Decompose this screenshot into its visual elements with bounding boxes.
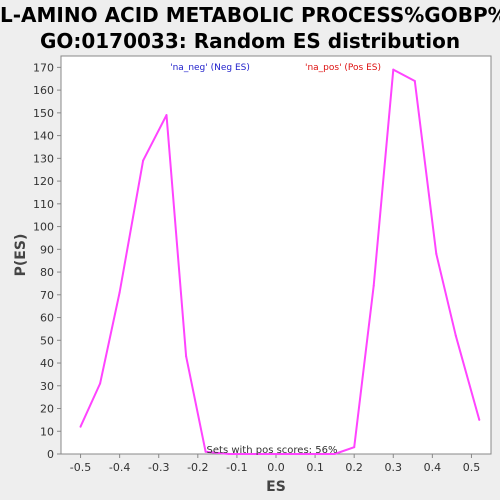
y-tick-label: 0 [47, 448, 54, 461]
series-point [142, 159, 145, 162]
y-tick-label: 20 [40, 403, 54, 416]
chart-title-line-1: L-AMINO ACID METABOLIC PROCESS%GOBP% [0, 3, 500, 27]
series-layer [79, 68, 481, 455]
series-point [333, 453, 336, 455]
y-tick-label: 110 [33, 198, 54, 211]
series-point [353, 446, 356, 449]
y-axis: 0 10 20 30 40 50 60 70 80 90 100 110 120 130 140 150 160… [33, 61, 61, 461]
chart-title: L-AMINO ACID METABOLIC PROCESS%GOBP% GO:… [0, 2, 500, 54]
x-tick-label: 0.2 [345, 461, 363, 474]
series-point [185, 355, 188, 358]
y-tick-label: 170 [33, 61, 54, 74]
y-tick-label: 70 [40, 289, 54, 302]
series-point [478, 418, 481, 421]
series-line [79, 68, 481, 455]
x-tick-label: 0.5 [463, 461, 481, 474]
legend-neg-label: 'na_neg' (Neg ES) [170, 63, 250, 73]
x-tick-label: 0.3 [385, 461, 403, 474]
series-point [99, 382, 102, 385]
y-tick-label: 30 [40, 380, 54, 393]
y-tick-label: 90 [40, 243, 54, 256]
pos-score-annotation: Sets with pos scores: 56% [207, 445, 338, 456]
series-point [435, 252, 438, 255]
y-tick-label: 10 [40, 425, 54, 438]
y-tick-label: 100 [33, 221, 54, 234]
y-tick-label: 150 [33, 107, 54, 120]
legend-pos-label: 'na_pos' (Pos ES) [305, 63, 381, 73]
y-tick-label: 80 [40, 266, 54, 279]
y-tick-label: 130 [33, 152, 54, 165]
y-tick-label: 120 [33, 175, 54, 188]
y-tick-label: 160 [33, 84, 54, 97]
x-tick-label: -0.1 [226, 461, 247, 474]
series-point [204, 450, 207, 453]
series-point [413, 80, 416, 83]
x-tick-label: -0.3 [148, 461, 169, 474]
series-point [392, 68, 395, 71]
x-tick-label: -0.2 [187, 461, 208, 474]
series-point [372, 284, 375, 287]
series-point [454, 334, 457, 337]
series-point [79, 425, 82, 428]
x-tick-label: 0.1 [306, 461, 324, 474]
y-tick-label: 40 [40, 357, 54, 370]
series-point [228, 453, 231, 455]
x-tick-label: 0.4 [424, 461, 442, 474]
series-point [118, 291, 121, 294]
y-axis-label: P(ES) [13, 234, 29, 277]
y-tick-label: 140 [33, 130, 54, 143]
x-tick-label: -0.5 [70, 461, 91, 474]
y-tick-label: 50 [40, 334, 54, 347]
series-point [165, 114, 168, 117]
x-axis: -0.5 -0.4 -0.3 -0.2 -0.1 0.0 0.1 0.2 0.3 0.4 0.5 [70, 454, 480, 474]
x-tick-label: -0.4 [109, 461, 130, 474]
chart-title-line-2: GO:0170033: Random ES distribution [39, 29, 461, 53]
y-tick-label: 60 [40, 312, 54, 325]
x-tick-label: 0.0 [267, 461, 285, 474]
x-axis-label: ES [266, 479, 286, 495]
